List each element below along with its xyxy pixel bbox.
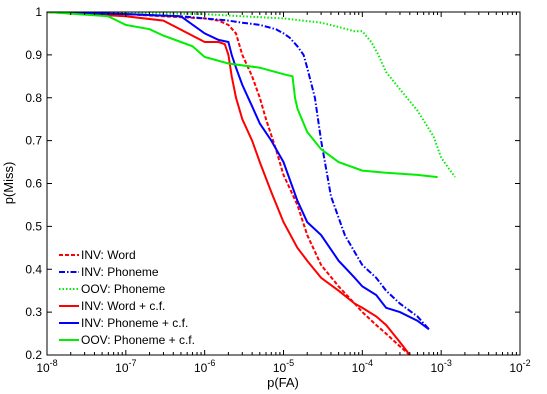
- y-tick-label: 0.8: [25, 91, 42, 105]
- plot-marks: [47, 12, 456, 355]
- legend-label-2: OOV: Phoneme: [81, 282, 166, 296]
- y-tick-label: 0.2: [25, 348, 42, 362]
- legend: INV: Word INV: Phoneme OOV: Phoneme INV: Wo…: [59, 248, 195, 347]
- series-line-1: [47, 12, 430, 330]
- y-tick-label: 0.9: [25, 48, 42, 62]
- series-line-5: [47, 12, 438, 179]
- series-line-2: [47, 12, 456, 178]
- y-axis-ticks: 0.2 0.3 0.4 0.5 0.6 0.7 0.8 0.9 1: [25, 5, 520, 362]
- x-tick-label: 10-8: [36, 358, 57, 375]
- legend-label-5: OOV: Phoneme + c.f.: [81, 333, 195, 347]
- x-tick-label: 10-4: [352, 358, 373, 375]
- x-tick-label: 10-2: [509, 358, 530, 375]
- legend-label-3: INV: Word + c.f.: [81, 299, 165, 313]
- series-line-0: [47, 12, 411, 355]
- y-tick-label: 0.6: [25, 177, 42, 191]
- y-axis-title: p(Miss): [1, 162, 16, 205]
- y-tick-label: 0.5: [25, 219, 42, 233]
- y-tick-label: 0.4: [25, 262, 42, 276]
- x-axis-title: p(FA): [267, 375, 299, 390]
- legend-label-0: INV: Word: [81, 248, 136, 262]
- legend-label-4: INV: Phoneme + c.f.: [81, 316, 188, 330]
- x-axis-ticks: 10-8 10-7 10-6 10-5 10-4 10-3 10-2: [36, 12, 531, 375]
- y-tick-label: 0.3: [25, 305, 42, 319]
- y-tick-label: 1: [35, 5, 42, 19]
- x-tick-label: 10-3: [430, 358, 451, 375]
- x-tick-label: 10-6: [194, 358, 215, 375]
- legend-label-1: INV: Phoneme: [81, 265, 159, 279]
- series-line-4: [47, 12, 430, 331]
- x-tick-label: 10-7: [115, 358, 136, 375]
- x-tick-label: 10-5: [273, 358, 294, 375]
- y-tick-label: 0.7: [25, 134, 42, 148]
- series-line-3: [47, 12, 411, 355]
